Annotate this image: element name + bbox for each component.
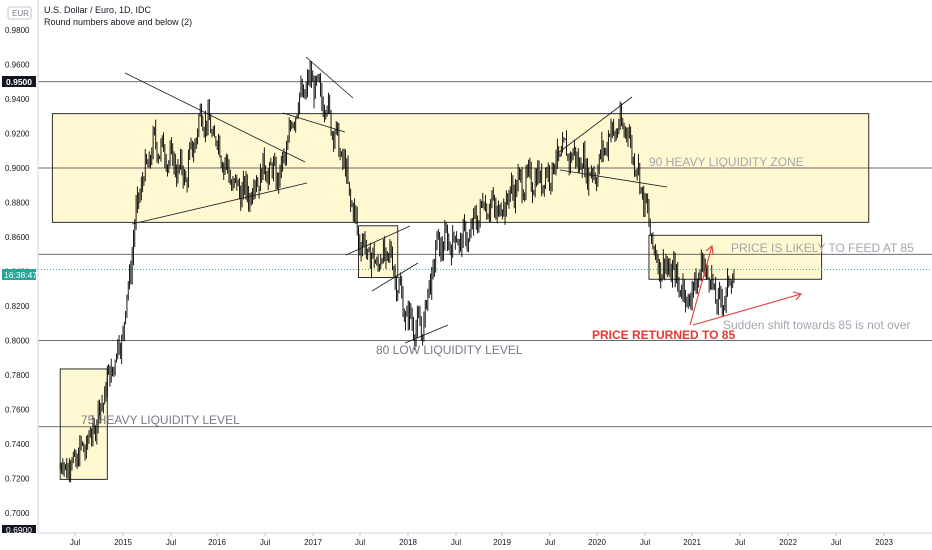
y-tick-label: 0.8600: [5, 233, 30, 242]
x-tick-label: Jul: [640, 538, 650, 547]
candles-layer: [59, 60, 735, 483]
x-tick-label: 2017: [304, 538, 322, 547]
current-price-badge: [2, 269, 36, 280]
annotation-feed85: PRICE IS LIKELY TO FEED AT 85: [731, 241, 914, 255]
y-tick-label: 0.9600: [5, 61, 30, 70]
trendline-8: [559, 169, 668, 188]
y-tick-label: 0.9200: [5, 130, 30, 139]
y-tick-label: 0.9400: [5, 95, 30, 104]
x-tick-label: 2018: [399, 538, 417, 547]
x-tick-label: Jul: [545, 538, 555, 547]
arrow-up-head: [705, 244, 714, 255]
x-tick-label: 2022: [779, 538, 797, 547]
annotation-low80: 80 LOW LIQUIDITY LEVEL: [376, 343, 523, 357]
arrow-right-head: [792, 291, 802, 301]
arrow-up-line: [689, 245, 713, 326]
annotation-zone90: 90 HEAVY LIQUIDITY ZONE: [649, 155, 804, 169]
trendline-0: [124, 72, 306, 163]
liquidity-zone-0: [59, 368, 108, 480]
trendline-2: [282, 112, 346, 133]
y-tick-label: 0.9000: [5, 164, 30, 173]
y-tick-label: 0.8000: [5, 337, 30, 346]
y-tick-label: 0.9800: [5, 26, 30, 35]
red-arrows: [689, 244, 802, 326]
bottom-price-label: 0.6900: [6, 525, 32, 535]
trendline-4: [345, 225, 411, 256]
y-tick-label: 0.7600: [5, 406, 30, 415]
bottom-price-badge: [2, 525, 36, 533]
trendline-6: [404, 324, 449, 344]
trendline-1: [131, 182, 308, 225]
x-tick-label: Jul: [260, 538, 270, 547]
x-tick-label: 2015: [114, 538, 132, 547]
x-tick-label: 2021: [683, 538, 701, 547]
x-tick-label: Jul: [355, 538, 365, 547]
price-highlight-badge: [2, 76, 36, 87]
x-tick-label: 2019: [493, 538, 511, 547]
x-tick-label: Jul: [166, 538, 176, 547]
x-tick-label: 2016: [208, 538, 226, 547]
x-tick-label: 2023: [875, 538, 893, 547]
annotation-returned85: PRICE RETURNED TO 85: [592, 328, 735, 342]
x-tick-label: Jul: [735, 538, 745, 547]
y-tick-label: 0.7800: [5, 371, 30, 380]
y-tick-label: 0.8200: [5, 302, 30, 311]
y-tick-label: 0.7200: [5, 475, 30, 484]
current-price-label: 16:38:47: [4, 270, 37, 280]
x-tick-label: Jul: [70, 538, 80, 547]
trendline-5: [371, 262, 419, 292]
indicator-label: Round numbers above and below (2): [44, 17, 193, 27]
arrow-right-line: [692, 293, 802, 326]
chart-title: U.S. Dollar / Euro, 1D, IDC: [44, 5, 152, 15]
x-tick-label: 2020: [588, 538, 606, 547]
y-tick-label: 0.7000: [5, 509, 30, 518]
y-tick-label: 0.8800: [5, 199, 30, 208]
y-tick-label: 0.7400: [5, 440, 30, 449]
annotation-shift85: Sudden shift towards 85 is not over: [723, 318, 910, 332]
trendlines-layer: [124, 56, 668, 344]
price-highlight-label: 0.9500: [6, 77, 32, 87]
annotation-level75: 75 HEAVY LIQUIDITY LEVEL: [81, 413, 240, 427]
trendline-3: [305, 56, 354, 99]
currency-badge-label: EUR: [12, 9, 29, 18]
x-tick-label: Jul: [451, 538, 461, 547]
currency-badge[interactable]: [7, 6, 32, 20]
levels-layer: [38, 81, 932, 428]
trendline-7: [557, 96, 633, 154]
x-tick-label: Jul: [831, 538, 841, 547]
